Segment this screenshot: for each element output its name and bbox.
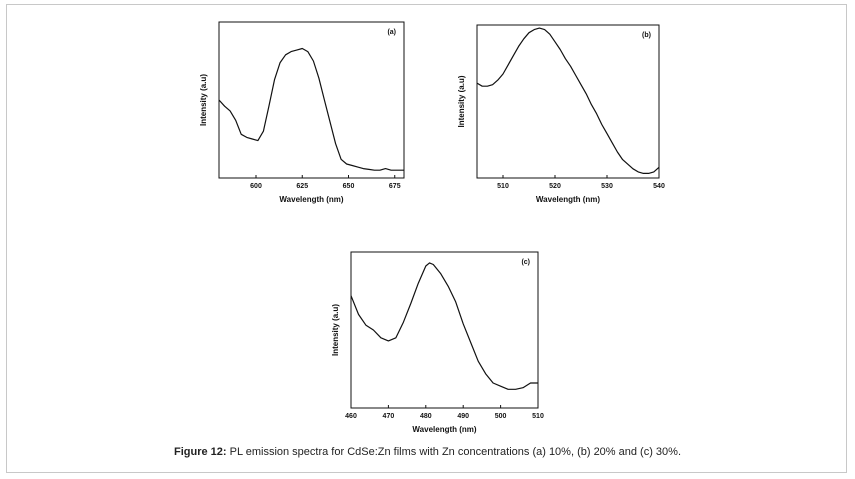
plot-frame-c — [350, 251, 539, 409]
series-line-b — [476, 27, 660, 174]
x-tick-label-b-520: 520 — [549, 183, 561, 190]
plot-frame-b — [476, 24, 660, 179]
panel-tag-b: (b) — [642, 32, 651, 39]
panel-tag-a: (a) — [387, 29, 396, 36]
chart-panel-b: 510 520 530 540 Wavelength (nm) Intensity (a.… — [457, 24, 665, 204]
x-tick-label-a-650: 650 — [343, 183, 355, 190]
x-tick-label-b-530: 530 — [601, 183, 613, 190]
caption-label: Figure 12: — [173, 446, 227, 458]
x-tick-label-c-500: 500 — [495, 413, 507, 420]
x-tick-label-b-510: 510 — [497, 183, 509, 190]
y-axis-label-a: Intensity (a.u) — [199, 74, 208, 126]
x-tick-label-c-460: 460 — [345, 413, 357, 420]
x-tick-label-a-675: 675 — [389, 183, 401, 190]
y-axis-label-b: Intensity (a.u) — [457, 75, 466, 127]
x-tick-label-c-510: 510 — [532, 413, 544, 420]
y-axis-label-c: Intensity (a.u) — [331, 304, 340, 356]
x-axis-label-b: Wavelength (nm) — [536, 195, 600, 204]
x-tick-label-b-540: 540 — [653, 183, 665, 190]
figure-frame — [6, 4, 847, 473]
x-tick-label-a-625: 625 — [296, 183, 308, 190]
panel-tag-c: (c) — [521, 259, 530, 266]
caption-text: PL emission spectra for CdSe:Zn films wi… — [226, 446, 682, 458]
x-axis-label-a: Wavelength (nm) — [279, 195, 343, 204]
series-line-c — [350, 262, 538, 390]
chart-panel-c: 460 470 480 490 500 510 Wavelength (nm) Intensi… — [331, 251, 544, 434]
chart-panel-a: 600 625 650 675 Wavelength (nm) Intensity (a.… — [199, 21, 405, 204]
x-tick-label-c-480: 480 — [420, 413, 432, 420]
series-line-a — [218, 47, 404, 171]
x-tick-label-c-490: 490 — [457, 413, 469, 420]
x-tick-label-a-600: 600 — [250, 183, 262, 190]
x-tick-label-c-470: 470 — [383, 413, 395, 420]
x-axis-label-c: Wavelength (nm) — [412, 425, 476, 434]
figure-caption: Figure 12: PL emission spectra for CdSe:… — [0, 446, 855, 458]
plot-frame-a — [218, 21, 405, 179]
